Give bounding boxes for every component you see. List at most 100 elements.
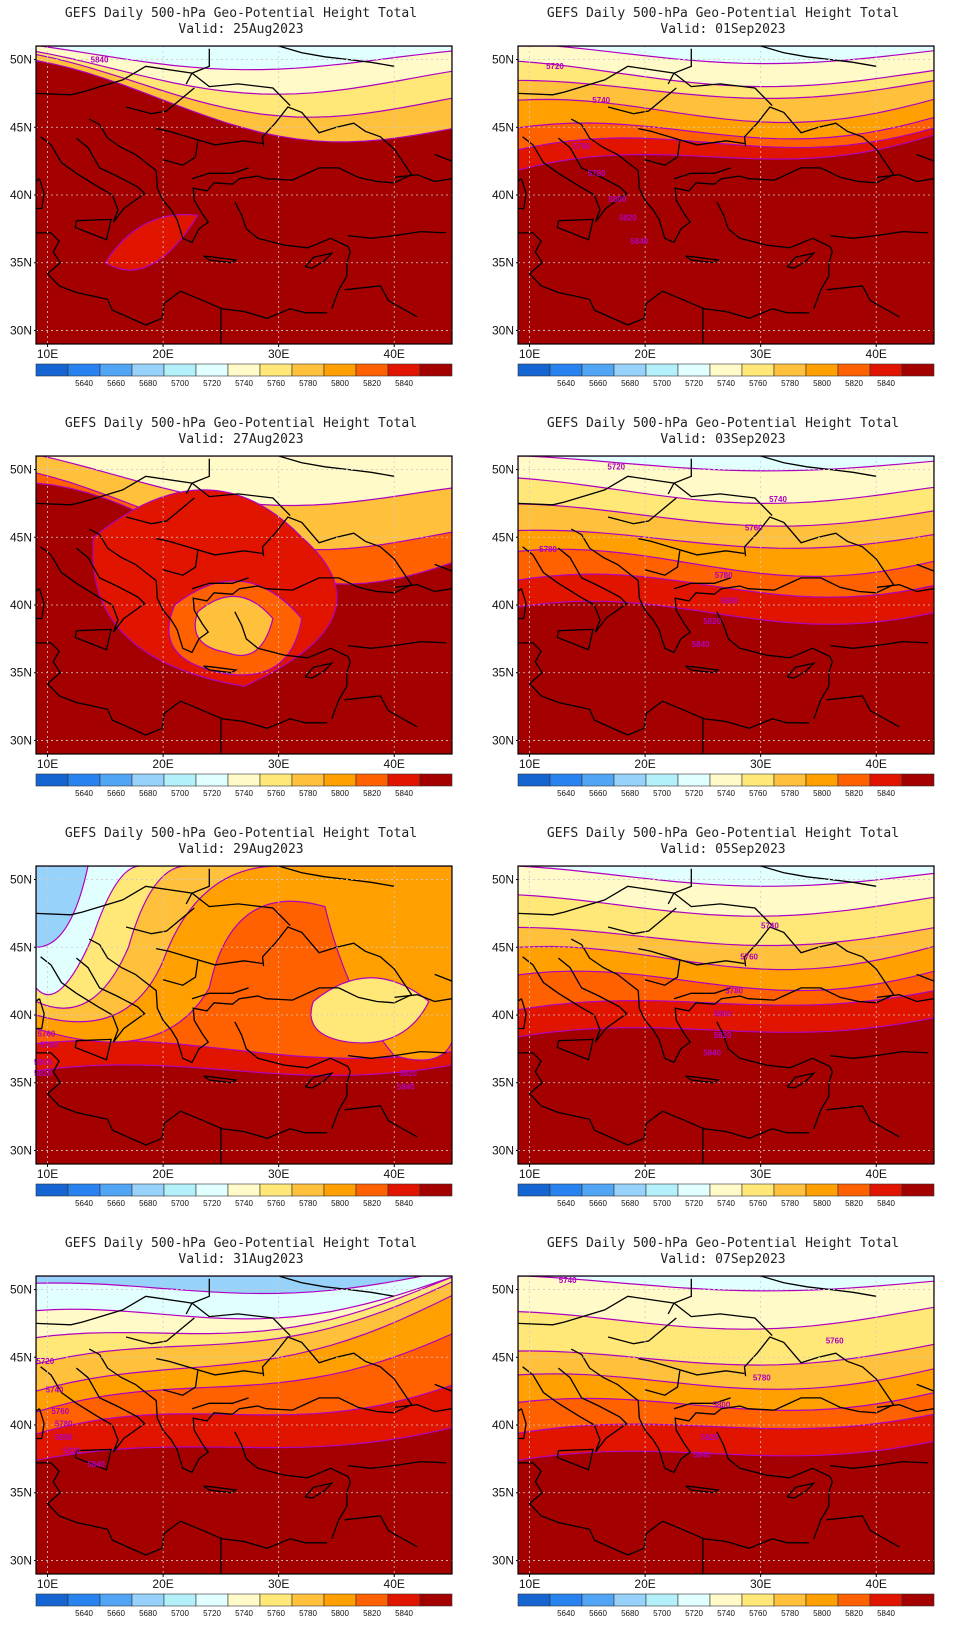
coastline xyxy=(347,230,447,239)
colorbar-level-label: 5700 xyxy=(653,1199,671,1208)
coastline xyxy=(786,252,816,269)
coastline xyxy=(607,907,677,935)
coastline xyxy=(957,537,964,618)
colorbar-level-label: 5780 xyxy=(781,1199,799,1208)
contour-label: 5740 xyxy=(769,495,787,504)
height-map: 5720 5740 5760 5780 5800 5820 5840 50N 45N 40N 35N… xyxy=(10,1275,482,1618)
colorbar-swatch xyxy=(323,1183,357,1197)
lon-tick-label: 20E xyxy=(152,1577,173,1591)
colorbar-level-label: 5660 xyxy=(107,1609,125,1618)
height-map: 5720 5740 5760 5780 5780 5800 5820 5840 50N 45N 40… xyxy=(492,455,964,798)
lon-tick-label: 10E xyxy=(37,757,58,771)
contour-label: 5820 xyxy=(701,1433,719,1442)
colorbar-level-label: 5760 xyxy=(749,1199,767,1208)
colorbar-level-label: 5840 xyxy=(395,1199,413,1208)
colorbar-swatch xyxy=(645,1183,679,1197)
coastline xyxy=(607,497,677,525)
contour-label: 5800 xyxy=(721,597,739,606)
coastline xyxy=(957,947,964,1028)
lon-tick-label: 20E xyxy=(152,347,173,361)
contour-label: 5740 xyxy=(46,1385,64,1394)
colorbar-swatch xyxy=(517,363,551,377)
colorbar-level-label: 5680 xyxy=(621,789,639,798)
contour-label: 5760 xyxy=(745,524,763,533)
colorbar-level-label: 5700 xyxy=(653,379,671,388)
colorbar-level-label: 5780 xyxy=(781,379,799,388)
lon-tick-label: 10E xyxy=(519,757,540,771)
lat-tick-label: 45N xyxy=(10,1350,32,1364)
contour-label: 5740 xyxy=(761,921,779,930)
contour-label: 5820 xyxy=(34,1069,52,1078)
lat-tick-label: 50N xyxy=(10,873,32,887)
colorbar-level-label: 5720 xyxy=(203,789,221,798)
coastline xyxy=(743,926,895,996)
colorbar-swatch xyxy=(323,773,357,787)
panel-title: GEFS Daily 500-hPa Geo-Potential Height … xyxy=(546,6,900,21)
coastline xyxy=(570,938,749,1064)
lat-tick-label: 35N xyxy=(10,256,32,270)
coastline xyxy=(475,1357,482,1438)
lon-tick-label: 20E xyxy=(634,757,655,771)
coastline xyxy=(760,46,877,67)
coastline xyxy=(556,628,594,651)
coastline xyxy=(261,106,413,176)
lat-tick-label: 50N xyxy=(492,53,514,67)
coastline xyxy=(234,201,351,310)
colorbar-level-label: 5820 xyxy=(363,1609,381,1618)
lon-tick-label: 40E xyxy=(384,1577,405,1591)
gridlines xyxy=(36,866,452,1164)
colorbar-level-label: 5800 xyxy=(331,379,349,388)
lat-tick-label: 40N xyxy=(492,598,514,612)
colorbar-level-label: 5840 xyxy=(395,379,413,388)
coastline xyxy=(278,456,395,477)
coastline xyxy=(829,230,929,239)
panel-valid-date: Valid: 03Sep2023 xyxy=(660,432,786,447)
colorbar-level-label: 5680 xyxy=(139,379,157,388)
colorbar-swatch xyxy=(35,363,69,377)
colorbar-swatch xyxy=(227,363,261,377)
coastline xyxy=(644,550,681,576)
colorbar-swatch xyxy=(773,1593,807,1607)
lon-tick-label: 20E xyxy=(634,1167,655,1181)
lat-tick-label: 30N xyxy=(492,323,514,337)
coastlines xyxy=(36,46,452,344)
coastline xyxy=(826,285,900,318)
colorbar-level-label: 5740 xyxy=(717,1199,735,1208)
contour-label: 5780 xyxy=(40,1041,58,1050)
coastline xyxy=(957,1357,964,1438)
coastline xyxy=(185,458,210,495)
colorbar-swatch xyxy=(645,1593,679,1607)
coastline xyxy=(747,577,894,594)
coastline xyxy=(265,987,412,1004)
colorbar-swatch xyxy=(419,1183,453,1197)
coastline xyxy=(304,1072,334,1089)
colorbar-swatch xyxy=(741,1593,775,1607)
coastline xyxy=(876,174,934,183)
coastline xyxy=(522,136,628,223)
coastline xyxy=(36,1295,291,1337)
coastline xyxy=(278,1276,395,1297)
coastline xyxy=(261,926,413,996)
contour-label: 5800 xyxy=(714,1009,732,1018)
colorbar-level-label: 5720 xyxy=(685,789,703,798)
contour-label: 5800 xyxy=(712,1400,730,1409)
gridlines xyxy=(518,1276,934,1574)
colorbar-level-label: 5760 xyxy=(749,1609,767,1618)
colorbar-swatch xyxy=(259,1183,293,1197)
contour-label: 5840 xyxy=(87,1460,105,1469)
colorbar-level-label: 5700 xyxy=(653,1609,671,1618)
contour-label: 5800 xyxy=(55,1433,73,1442)
gridlines xyxy=(36,456,452,754)
colorbar-swatch xyxy=(517,1593,551,1607)
height-band xyxy=(36,866,89,948)
coastline xyxy=(156,1357,263,1376)
coastline xyxy=(40,956,146,1043)
coastline xyxy=(88,938,267,1064)
coastline xyxy=(88,528,267,654)
panel-title: GEFS Daily 500-hPa Geo-Potential Height … xyxy=(64,6,418,21)
coastline xyxy=(74,628,112,651)
lon-tick-label: 40E xyxy=(384,1167,405,1181)
coastline xyxy=(191,1397,249,1410)
colorbar-level-label: 5640 xyxy=(75,379,93,388)
